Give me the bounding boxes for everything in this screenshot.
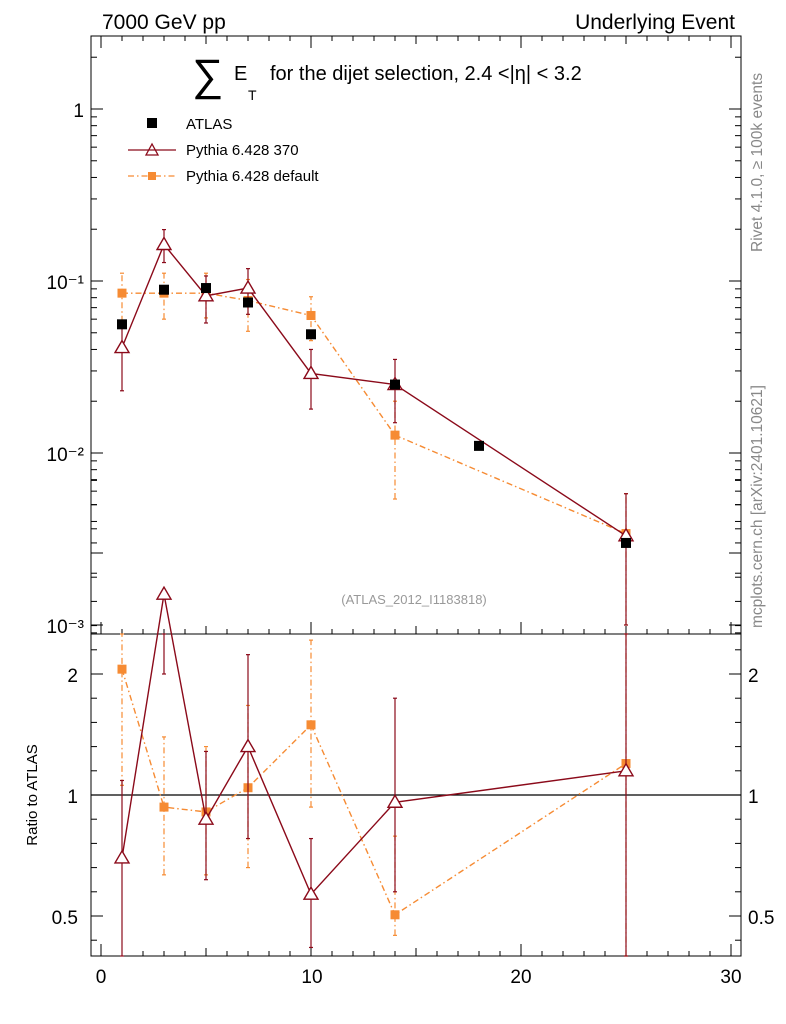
y-tick-label-1: 1 — [73, 101, 84, 122]
atlas-data-point — [201, 283, 211, 294]
x-tick-label-20: 20 — [510, 967, 531, 988]
atlas-data-point — [390, 379, 400, 390]
mcplots-label: mcplots.cern.ch [arXiv:2401.10621] — [749, 385, 766, 628]
pythia370-point — [239, 279, 257, 294]
pythia-default-point — [117, 288, 127, 298]
pythia370-ratio-point — [197, 810, 215, 825]
axis-ticks — [91, 36, 741, 956]
pythia-default-ratio-line — [121, 668, 627, 916]
legend-pythia-default-marker — [148, 172, 156, 180]
x-tick-label-30: 30 — [720, 967, 741, 988]
atlas-data-point — [117, 319, 127, 330]
pythia370-ratio-point — [302, 885, 320, 900]
title-text: for the dijet selection, 2.4 <|η| < 3.2 — [270, 63, 582, 85]
ratio-tick-label-right-0p5: 0.5 — [748, 908, 774, 929]
atlas-data-point — [474, 440, 484, 451]
legend-pythia370-label: Pythia 6.428 370 — [186, 142, 299, 159]
pythia370-ratio-line — [121, 594, 627, 896]
pythia-default-ratio-point — [159, 802, 169, 812]
atlas-data-point — [621, 537, 631, 548]
atlas-data-point — [159, 284, 169, 295]
pythia370-point — [155, 236, 173, 251]
legend-atlas-marker — [147, 118, 157, 128]
pythia-default-series-line — [122, 292, 627, 535]
pythia370-point — [302, 365, 320, 380]
pythia-default-ratio-point — [306, 720, 316, 730]
ratio-tick-label-0p5: 0.5 — [52, 908, 78, 929]
pythia370-point — [113, 339, 131, 354]
sum-symbol: ∑ — [192, 51, 223, 100]
y-tick-label-1e-2: 10⁻² — [47, 445, 85, 466]
atlas-data-point — [306, 329, 316, 340]
rivet-version-label: Rivet 4.1.0, ≥ 100k events — [749, 73, 766, 252]
pythia370-point — [197, 287, 215, 302]
title-e: E — [234, 63, 247, 85]
pythia370-ratio-point — [617, 762, 635, 777]
pythia370-ratio-point — [386, 793, 404, 808]
data-marks — [113, 228, 635, 957]
plot-title: ∑ E T for the dijet selection, 2.4 <|η| … — [192, 51, 582, 103]
pythia370-ratio-point — [155, 585, 173, 600]
pythia370-ratio-point — [113, 849, 131, 864]
analysis-watermark: (ATLAS_2012_I1183818) — [341, 592, 487, 607]
ratio-tick-label-right-2: 2 — [748, 666, 759, 687]
pythia370-ratio-point — [239, 738, 257, 753]
title-t: T — [248, 87, 257, 103]
legend-atlas-label: ATLAS — [186, 116, 232, 133]
y-tick-label-1e-3: 10⁻³ — [47, 617, 85, 638]
x-tick-label-0: 0 — [96, 967, 107, 988]
pythia-default-ratio-point — [117, 664, 127, 674]
y-tick-label-1e-1: 10⁻¹ — [47, 273, 85, 294]
process-label: Underlying Event — [575, 11, 735, 34]
ratio-y-axis-label: Ratio to ATLAS — [24, 744, 41, 845]
pythia370-series-line — [121, 243, 627, 537]
energy-label: 7000 GeV pp — [102, 11, 226, 34]
pythia-default-point — [390, 430, 400, 440]
legend: ATLAS Pythia 6.428 370 Pythia 6.428 defa… — [128, 116, 319, 185]
legend-pythia370-marker — [144, 142, 160, 156]
legend-pythia-default-label: Pythia 6.428 default — [186, 168, 319, 185]
atlas-data-point — [243, 297, 253, 308]
ratio-tick-label-right-1: 1 — [748, 787, 759, 808]
ratio-tick-label-2: 2 — [67, 666, 78, 687]
x-tick-label-10: 10 — [301, 967, 322, 988]
ratio-tick-label-1: 1 — [67, 787, 78, 808]
pythia-default-ratio-point — [390, 910, 400, 920]
pythia-default-point — [306, 311, 316, 321]
